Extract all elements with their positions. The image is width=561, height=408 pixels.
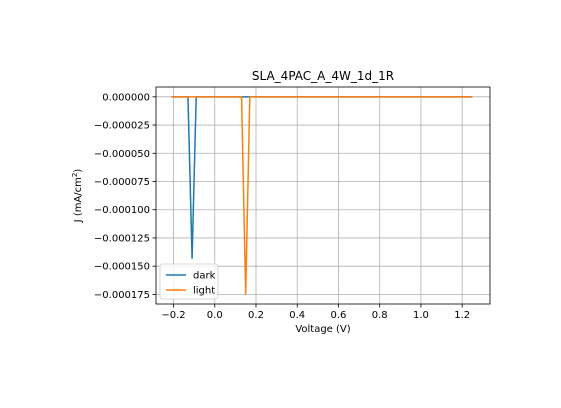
- legend-label-light: light: [193, 286, 215, 297]
- x-tick-label: 1.0: [413, 310, 429, 321]
- grid: [156, 87, 490, 304]
- x-tick-label: −0.2: [161, 310, 185, 321]
- x-tick-label: 0.6: [331, 310, 347, 321]
- x-tick-label: 0.8: [372, 310, 388, 321]
- x-axis-label: Voltage (V): [295, 324, 350, 335]
- y-tick-label: −0.000125: [94, 233, 150, 244]
- series: [171, 96, 473, 296]
- x-tick-label: 0.0: [207, 310, 223, 321]
- series-line-light: [171, 96, 473, 296]
- legend: dark light: [159, 263, 219, 300]
- y-tick-label: −0.000150: [94, 262, 150, 273]
- y-axis-label-superscript: 2: [71, 173, 79, 177]
- y-tick-label: −0.000050: [94, 149, 150, 160]
- plot-frame: [155, 86, 491, 305]
- x-tick-label: 0.4: [289, 310, 305, 321]
- x-tick-label: 0.2: [248, 310, 264, 321]
- y-tick-label: 0.000000: [102, 92, 150, 103]
- x-tick-label: 1.2: [454, 310, 470, 321]
- chart-title: SLA_4PAC_A_4W_1d_1R: [252, 69, 394, 83]
- y-axis-label: J (mA/cm2): [71, 169, 84, 224]
- y-axis-label-close: ): [73, 169, 84, 173]
- y-axis-label-main: J (mA/cm: [73, 177, 84, 223]
- y-tick-label: −0.000025: [94, 121, 150, 132]
- y-tick-label: −0.000175: [94, 290, 150, 301]
- legend-label-dark: dark: [193, 271, 216, 282]
- y-tick-label: −0.000075: [94, 177, 150, 188]
- y-tick-label: −0.000100: [94, 205, 150, 216]
- ticks: −0.2 0.0 0.2 0.4 0.6 0.8 1.0 1.2 0.000000 −0.0000…: [94, 92, 470, 321]
